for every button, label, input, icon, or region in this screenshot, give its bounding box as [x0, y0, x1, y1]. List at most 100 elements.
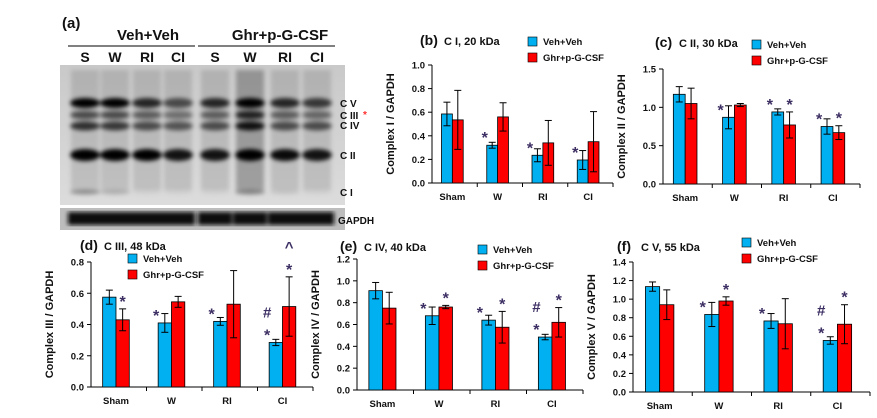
protein-band: [235, 149, 265, 161]
panel-label: (f): [617, 238, 631, 254]
significance-marker: *: [420, 301, 427, 318]
lane-label: S: [210, 49, 219, 65]
legend-swatch: [741, 237, 752, 248]
legend-label: Ghr+p-G-CSF: [493, 261, 554, 272]
significance-marker: *: [477, 305, 484, 322]
gapdh-band: [68, 212, 102, 225]
bar-veh-ri: [763, 320, 779, 393]
bar-charts: (b) C I, 20 kDa Complex I / GAPDH 0.0 0.2 0.4…: [44, 32, 871, 412]
significance-marker: *: [527, 140, 534, 157]
significance-marker: *: [572, 145, 579, 162]
y-tick-label: 0.8: [613, 313, 626, 324]
gapdh-band: [198, 212, 232, 225]
x-tick-label: Sham: [369, 399, 395, 410]
protein-band: [70, 189, 100, 195]
protein-band: [100, 149, 130, 161]
x-tick-label: Sham: [103, 396, 129, 407]
legend-swatch: [751, 39, 762, 50]
protein-band: [132, 121, 162, 131]
bar-ghr-ci: [832, 132, 846, 185]
panel-label: (d): [80, 237, 98, 253]
y-axis-label: Complex IV / GAPDH: [310, 270, 322, 379]
x-tick-label: CI: [833, 401, 843, 412]
y-axis-label: Complex II / GAPDH: [616, 74, 628, 179]
x-tick-label: RI: [773, 401, 783, 412]
y-tick-label: 1.0: [412, 61, 425, 72]
y-axis-label: Complex III / GAPDH: [44, 271, 56, 379]
x-tick-label: W: [434, 399, 443, 410]
significance-marker: *: [499, 296, 506, 313]
protein-band: [132, 111, 162, 119]
protein-band: [270, 111, 300, 119]
panel-label: (b): [420, 32, 438, 48]
chart-title: C II, 30 kDa: [679, 38, 739, 50]
protein-band: [163, 98, 193, 108]
protein-band: [163, 111, 193, 119]
x-tick-label: CI: [278, 396, 288, 407]
y-tick-label: 1.2: [337, 255, 350, 266]
significance-marker: *: [759, 306, 766, 323]
y-tick-label: 1.0: [613, 295, 626, 306]
legend-label: Veh+Veh: [767, 40, 807, 51]
x-tick-label: RI: [222, 396, 232, 407]
significance-marker: *: [209, 306, 216, 323]
y-tick-label: 0.6: [337, 320, 350, 331]
significance-marker: *: [723, 282, 730, 299]
band-label: C V: [340, 99, 357, 110]
x-tick-label: RI: [491, 399, 501, 410]
significance-marker: *: [786, 97, 793, 114]
gapdh-band: [268, 212, 302, 225]
protein-band: [235, 121, 265, 131]
protein-band: [235, 98, 265, 108]
protein-band: [270, 121, 300, 131]
significance-marker: *: [700, 299, 707, 316]
significance-marker: *: [836, 111, 843, 128]
y-tick-label: 0.2: [613, 369, 626, 380]
chart-title: C III, 48 kDa: [104, 241, 167, 253]
chart-title: C I, 20 kDa: [444, 36, 501, 48]
band-label: C I: [340, 188, 353, 199]
panel-label: (a): [62, 15, 80, 32]
gapdh-label: GAPDH: [338, 216, 374, 227]
legend-swatch: [741, 253, 752, 264]
significance-marker: *: [556, 293, 563, 310]
protein-band: [200, 189, 230, 195]
legend-swatch: [477, 260, 488, 271]
protein-band: [200, 98, 230, 108]
significance-marker: *: [482, 130, 489, 147]
y-tick-label: 0.0: [613, 388, 626, 399]
significance-marker: *: [533, 322, 540, 339]
legend-label: Ghr+p-G-CSF: [543, 53, 604, 64]
protein-band: [302, 189, 332, 195]
x-tick-label: W: [730, 193, 739, 204]
gapdh-bands: [68, 212, 334, 225]
protein-band: [100, 121, 130, 131]
bar-veh-ci: [268, 342, 283, 388]
lane-label: W: [243, 49, 257, 65]
x-tick-label: Sham: [672, 193, 698, 204]
protein-band: [270, 149, 300, 161]
bar-veh-sham: [645, 286, 661, 393]
x-tick-label: W: [167, 396, 176, 407]
x-tick-label: W: [714, 401, 723, 412]
significance-marker: *: [153, 308, 160, 325]
bar-veh-w: [486, 144, 499, 184]
y-tick-label: 0.2: [71, 351, 84, 362]
protein-band: [132, 98, 162, 108]
legend-label: Veh+Veh: [143, 254, 183, 265]
band-label: C III: [340, 111, 359, 122]
band-marker: *: [363, 110, 367, 121]
blot-bands: [70, 70, 332, 195]
y-tick-label: 0.6: [412, 108, 425, 119]
x-tick-label: CI: [583, 192, 593, 203]
legend-label: Veh+Veh: [757, 238, 797, 249]
protein-band: [200, 149, 230, 161]
lane-label: S: [80, 49, 89, 65]
legend-swatch: [477, 244, 488, 255]
x-tick-label: CI: [828, 193, 838, 204]
y-tick-label: 0.8: [412, 84, 425, 95]
x-tick-label: CI: [547, 399, 557, 410]
protein-band: [302, 149, 332, 161]
chart-panel-e: (e) C IV, 40 kDa Complex IV / GAPDH 0.0 0.2 0…: [310, 238, 584, 410]
